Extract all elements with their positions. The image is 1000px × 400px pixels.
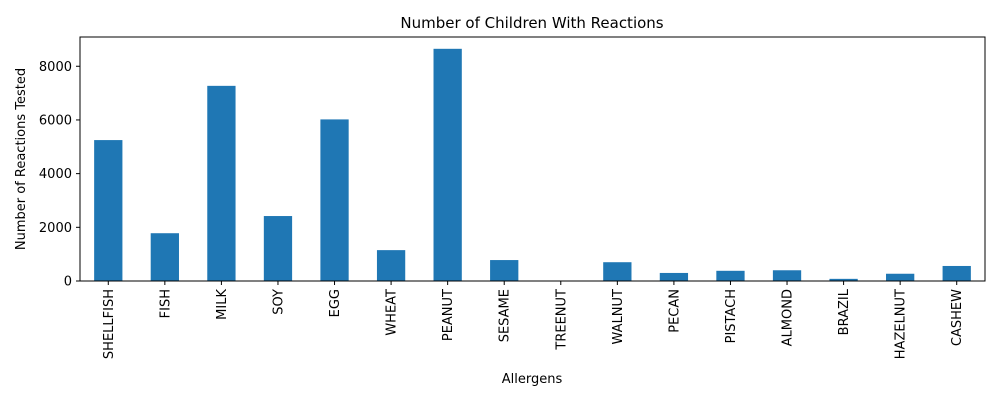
x-tick-label-milk: MILK (215, 289, 230, 320)
bar-pistach (716, 270, 745, 281)
x-tick-label-wheat: WHEAT (385, 289, 400, 336)
bar-egg (320, 119, 349, 281)
x-tick-label-sesame: SESAME (498, 289, 513, 342)
x-axis-label: Allergens (502, 372, 563, 387)
bar-shellfish (94, 140, 123, 281)
bar-fish (150, 233, 179, 281)
x-tick-label-almond: ALMOND (781, 289, 796, 346)
bars-group (94, 48, 971, 282)
x-tick-label-treenut: TREENUT (554, 289, 569, 351)
x-tick-label-cashew: CASHEW (950, 289, 965, 346)
x-tick-label-egg: EGG (328, 289, 343, 317)
x-tick-label-hazelnut: HAZELNUT (894, 289, 909, 359)
bar-peanut (433, 48, 462, 282)
x-tick-label-soy: SOY (271, 289, 286, 315)
y-tick-label: 2000 (39, 221, 72, 236)
x-tick-label-pecan: PECAN (667, 289, 682, 333)
y-tick-label: 4000 (39, 167, 72, 182)
x-tick-label-shellfish: SHELLFISH (102, 289, 117, 359)
x-tick-label-fish: FISH (158, 289, 173, 318)
bar-walnut (603, 262, 632, 281)
bar-hazelnut (886, 273, 915, 281)
plot-frame (79, 36, 986, 282)
x-tick-label-brazil: BRAZIL (837, 288, 852, 335)
y-axis-label: Number of Reactions Tested (14, 68, 29, 250)
bar-soy (263, 216, 293, 281)
x-tick-label-walnut: WALNUT (611, 289, 626, 345)
bar-milk (207, 85, 236, 281)
y-tick-label: 6000 (39, 113, 72, 128)
y-tick-label: 0 (64, 275, 72, 290)
chart-title: Number of Children With Reactions (400, 14, 663, 32)
bar-sesame (490, 260, 519, 281)
bar-wheat (376, 250, 406, 281)
bar-brazil (829, 278, 858, 281)
x-tick-label-pistach: PISTACH (724, 289, 739, 343)
bar-cashew (942, 265, 971, 281)
y-tick-label: 8000 (39, 60, 72, 75)
x-tick-label-peanut: PEANUT (441, 289, 456, 341)
x-axis-ticks: SHELLFISH FISH MILK SOY EGG WHEAT PEANUT SESAME… (102, 281, 965, 359)
bar-pecan (659, 272, 689, 281)
bar-almond (772, 270, 802, 281)
y-axis-ticks: 0 2000 4000 6000 8000 (39, 60, 80, 290)
